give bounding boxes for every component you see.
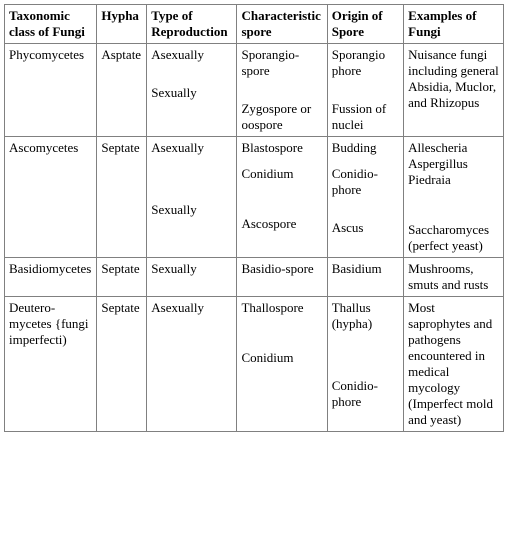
table-row: Ascomycetes Septate Asexually Sexually B…: [5, 137, 504, 258]
header-origin: Origin of Spore: [327, 5, 403, 44]
origin-value: Conidio-phore: [332, 378, 399, 410]
repro-value: Sexually: [151, 202, 232, 218]
cell-class: Basidiomycetes: [5, 258, 97, 297]
cell-spore: Blastospore Conidium Ascospore: [237, 137, 327, 258]
spore-value: Ascospore: [241, 216, 322, 232]
cell-class: Deutero-mycetes {fungi imperfecti): [5, 297, 97, 432]
cell-class: Phycomycetes: [5, 44, 97, 137]
cell-spore: Basidio-spore: [237, 258, 327, 297]
cell-reproduction: Asexually Sexually: [147, 137, 237, 258]
cell-spore: Sporangio-spore Zygospore or oospore: [237, 44, 327, 137]
spore-value: Thallospore: [241, 300, 322, 316]
repro-value: Asexually: [151, 140, 232, 156]
spore-value: Zygospore or oospore: [241, 101, 322, 133]
cell-examples: Mushrooms, smuts and rusts: [404, 258, 504, 297]
cell-reproduction: Asexually Sexually: [147, 44, 237, 137]
header-examples: Examples of Fungi: [404, 5, 504, 44]
cell-hypha: Asptate: [97, 44, 147, 137]
cell-examples: Most saprophytes and pathogens encounter…: [404, 297, 504, 432]
origin-value: Ascus: [332, 220, 399, 236]
cell-hypha: Septate: [97, 297, 147, 432]
examples-value: Allescheria Aspergillus Piedraia: [408, 140, 499, 188]
cell-examples: Nuisance fungi including general Absidia…: [404, 44, 504, 137]
header-class: Taxonomic class of Fungi: [5, 5, 97, 44]
header-spore: Characteristic spore: [237, 5, 327, 44]
origin-value: Sporangio phore: [332, 47, 399, 79]
examples-value: Saccharomyces (perfect yeast): [408, 222, 499, 254]
cell-class: Ascomycetes: [5, 137, 97, 258]
spore-value: Conidium: [241, 350, 322, 366]
origin-value: Thallus (hypha): [332, 300, 399, 332]
cell-hypha: Septate: [97, 137, 147, 258]
cell-origin: Budding Conidio-phore Ascus: [327, 137, 403, 258]
repro-value: Sexually: [151, 85, 232, 101]
repro-value: Asexually: [151, 47, 232, 63]
cell-reproduction: Asexually: [147, 297, 237, 432]
cell-examples: Allescheria Aspergillus Piedraia Sacchar…: [404, 137, 504, 258]
header-hypha: Hypha: [97, 5, 147, 44]
cell-origin: Thallus (hypha) Conidio-phore: [327, 297, 403, 432]
spore-value: Blastospore: [241, 140, 322, 156]
table-row: Phycomycetes Asptate Asexually Sexually …: [5, 44, 504, 137]
table-row: Basidiomycetes Septate Sexually Basidio-…: [5, 258, 504, 297]
fungi-taxonomy-table: Taxonomic class of Fungi Hypha Type of R…: [4, 4, 504, 432]
table-row: Deutero-mycetes {fungi imperfecti) Septa…: [5, 297, 504, 432]
origin-value: Fussion of nuclei: [332, 101, 399, 133]
cell-origin: Sporangio phore Fussion of nuclei: [327, 44, 403, 137]
cell-origin: Basidium: [327, 258, 403, 297]
cell-hypha: Septate: [97, 258, 147, 297]
cell-reproduction: Sexually: [147, 258, 237, 297]
origin-value: Conidio-phore: [332, 166, 399, 198]
header-reproduction: Type of Reproduction: [147, 5, 237, 44]
spore-value: Sporangio-spore: [241, 47, 322, 79]
cell-spore: Thallospore Conidium: [237, 297, 327, 432]
spore-value: Conidium: [241, 166, 322, 182]
origin-value: Budding: [332, 140, 399, 156]
header-row: Taxonomic class of Fungi Hypha Type of R…: [5, 5, 504, 44]
